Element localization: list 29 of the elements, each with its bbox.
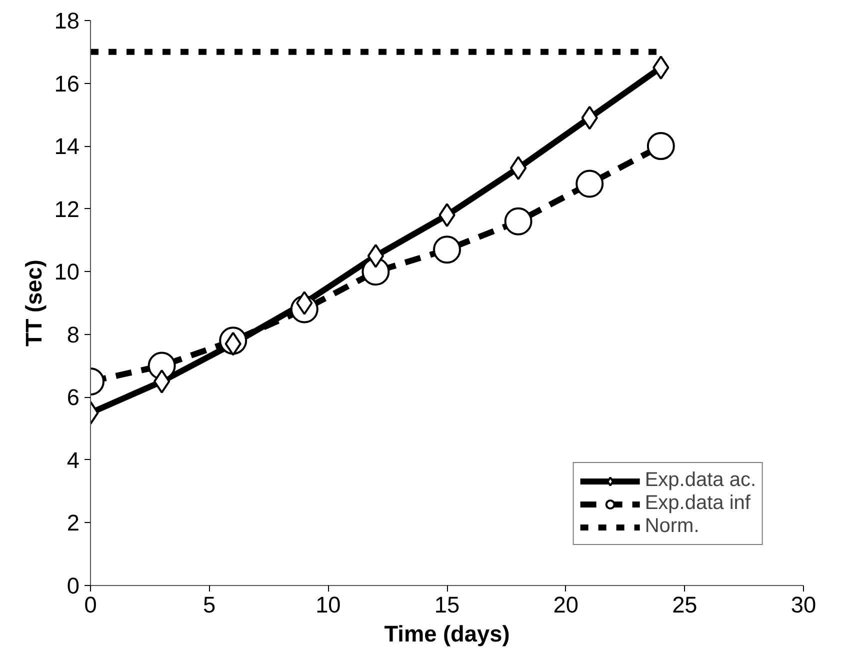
y-tick-label: 12: [54, 196, 80, 222]
x-tick-label: 20: [553, 592, 578, 618]
y-tick-label: 8: [66, 321, 80, 348]
point: [367, 244, 384, 268]
x-tick-label: 15: [434, 592, 460, 618]
legend-label: Exp.data inf: [644, 492, 750, 515]
point: [510, 156, 527, 180]
x-tick-label: 25: [672, 592, 698, 618]
y-tick-label: 6: [66, 384, 80, 410]
y-tick-label: 2: [66, 510, 80, 536]
y-tick-label: 10: [54, 258, 80, 285]
y-tick-label: 4: [66, 446, 80, 473]
legend-label: Norm.: [644, 515, 700, 538]
point: [153, 369, 170, 394]
point: [504, 207, 532, 236]
x-tick-label: 0: [84, 592, 97, 618]
x-tick-label: 10: [316, 592, 341, 618]
y-axis-title: TT (sec): [20, 260, 46, 346]
x-tick-label: 5: [203, 592, 216, 618]
point: [433, 236, 461, 264]
y-tick-label: 14: [54, 133, 80, 160]
legend-label: Exp.data ac.: [644, 469, 756, 492]
x-tick-label: 30: [790, 592, 816, 618]
x-axis-title: Time (days): [384, 620, 510, 646]
point: [646, 132, 675, 160]
y-tick-label: 18: [54, 8, 80, 34]
y-tick-label: 16: [54, 70, 80, 96]
y-tick-label: 0: [66, 572, 80, 598]
point: [576, 170, 604, 198]
